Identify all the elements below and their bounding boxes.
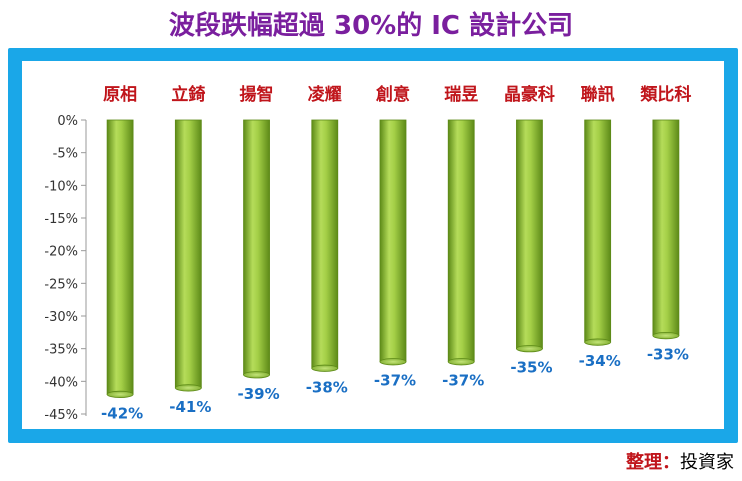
source-value: 投資家: [680, 452, 734, 473]
bar: [447, 119, 475, 363]
category-label: 凌耀: [308, 84, 342, 105]
bar-end-cap: [243, 371, 270, 379]
y-tick-label: 0%: [57, 114, 78, 129]
bar-group: [652, 119, 680, 340]
bar: [106, 119, 134, 395]
y-tick-label: -15%: [44, 212, 78, 227]
y-tick-label: -20%: [44, 245, 78, 260]
data-label: -41%: [169, 398, 211, 416]
bar: [652, 119, 680, 337]
y-tick-label: -40%: [44, 375, 78, 390]
chart-title: 波段跌幅超過 30%的 IC 設計公司: [168, 11, 574, 41]
category-label: 類比科: [639, 84, 691, 105]
bar-end-cap: [106, 390, 134, 398]
bar-end-cap: [516, 345, 543, 353]
bar: [311, 119, 339, 369]
bar-end-cap: [447, 358, 475, 366]
category-label: 聯訊: [581, 84, 615, 105]
bar-end-cap: [174, 384, 202, 392]
bar-group: [311, 119, 339, 372]
bar: [174, 119, 202, 389]
source-credit: 整理：投資家: [626, 450, 734, 476]
bar-end-cap: [379, 358, 407, 366]
bar: [516, 119, 543, 350]
category-label: 揚智: [240, 84, 274, 105]
bar-group: [106, 119, 134, 398]
bar-group: [379, 119, 407, 366]
data-label: -39%: [237, 385, 279, 403]
y-tick-label: -10%: [44, 179, 78, 194]
data-label: -34%: [579, 352, 621, 370]
data-label: -37%: [374, 372, 416, 390]
source-label: 整理：: [626, 452, 680, 473]
category-label: 原相: [103, 84, 137, 105]
bar: [584, 119, 612, 343]
y-tick-label: -30%: [44, 310, 78, 325]
bar-group: [447, 119, 475, 366]
category-label: 立錡: [171, 84, 205, 105]
y-tick-label: -35%: [44, 343, 78, 358]
bar: [379, 119, 407, 363]
bar-end-cap: [652, 331, 680, 340]
data-label: -33%: [647, 346, 689, 364]
data-label: -37%: [442, 372, 484, 390]
category-label: 晶豪科: [504, 84, 555, 105]
data-label: -38%: [306, 378, 348, 396]
bar-group: [584, 119, 612, 346]
y-tick-label: -25%: [44, 277, 78, 292]
bar-end-cap: [311, 364, 339, 372]
y-tick-label: -5%: [53, 147, 78, 162]
bar-end-cap: [584, 338, 612, 346]
bar-group: [243, 119, 270, 379]
data-label: -35%: [510, 359, 552, 377]
bar-group: [174, 119, 202, 392]
bar-group: [516, 119, 543, 353]
data-label: -42%: [101, 404, 143, 422]
bar: [243, 119, 270, 376]
category-label: 瑞昱: [444, 85, 478, 105]
y-tick-label: -45%: [44, 408, 78, 423]
category-label: 創意: [375, 84, 410, 105]
